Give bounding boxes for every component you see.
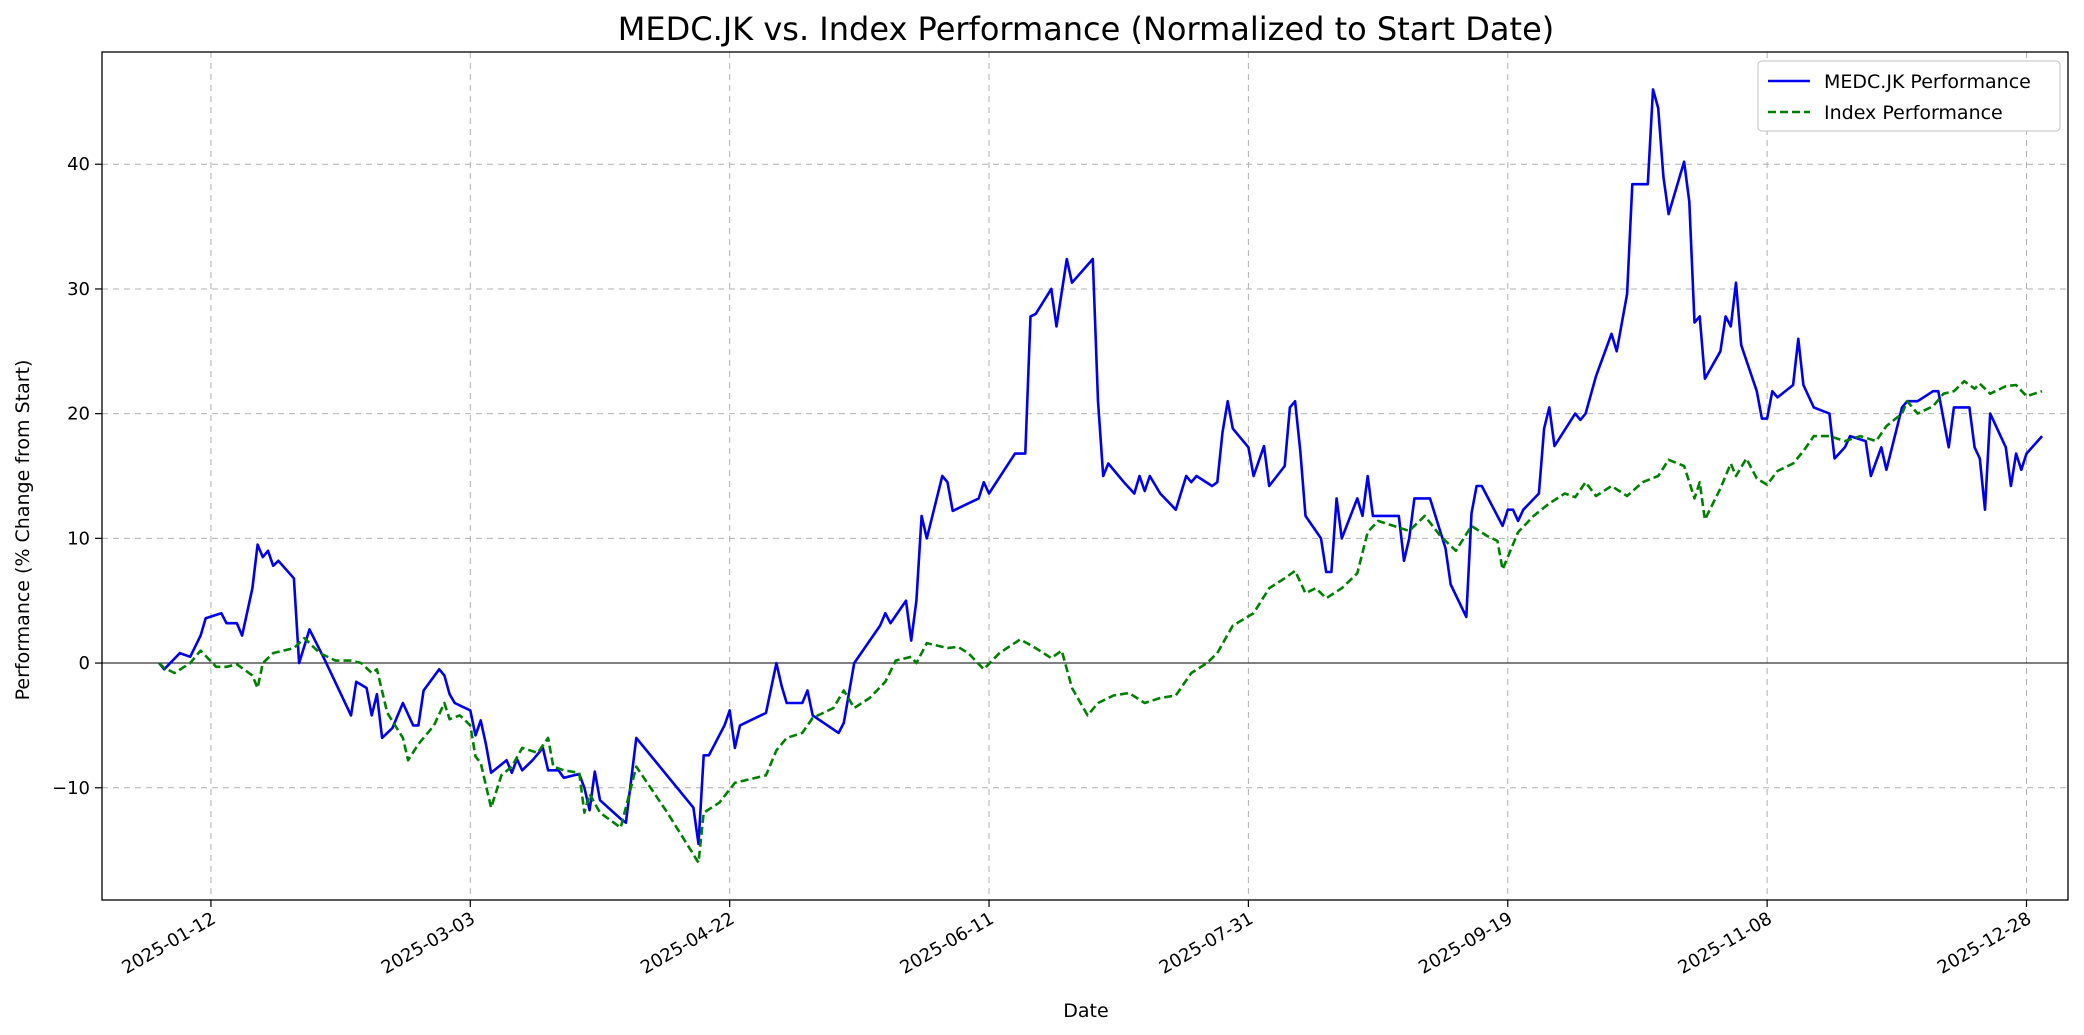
plot-area-frame xyxy=(101,51,2069,901)
series-layer xyxy=(158,88,2044,864)
legend-label-index: Index Performance xyxy=(1824,102,2003,124)
y-axis-label: Performance (% Change from Start) xyxy=(12,360,34,701)
legend: MEDC.JK Performance Index Performance xyxy=(1757,60,2061,132)
y-tick-label: 10 xyxy=(67,528,90,549)
y-tick-label: 40 xyxy=(67,154,90,175)
y-tick-label: 20 xyxy=(67,404,90,425)
series-line-medc xyxy=(158,88,2044,846)
legend-label-medc: MEDC.JK Performance xyxy=(1824,71,2031,93)
x-axis-label: Date xyxy=(1063,1000,1108,1022)
y-tick-label: 0 xyxy=(79,653,90,674)
series-line-index xyxy=(158,379,2043,864)
legend-box xyxy=(1757,60,2061,132)
y-axis: −10 0 10 20 30 40 xyxy=(52,154,102,799)
chart-title: MEDC.JK vs. Index Performance (Normalize… xyxy=(618,10,1554,48)
y-tick-label: 30 xyxy=(67,279,90,300)
y-tick-label: −10 xyxy=(52,778,90,799)
